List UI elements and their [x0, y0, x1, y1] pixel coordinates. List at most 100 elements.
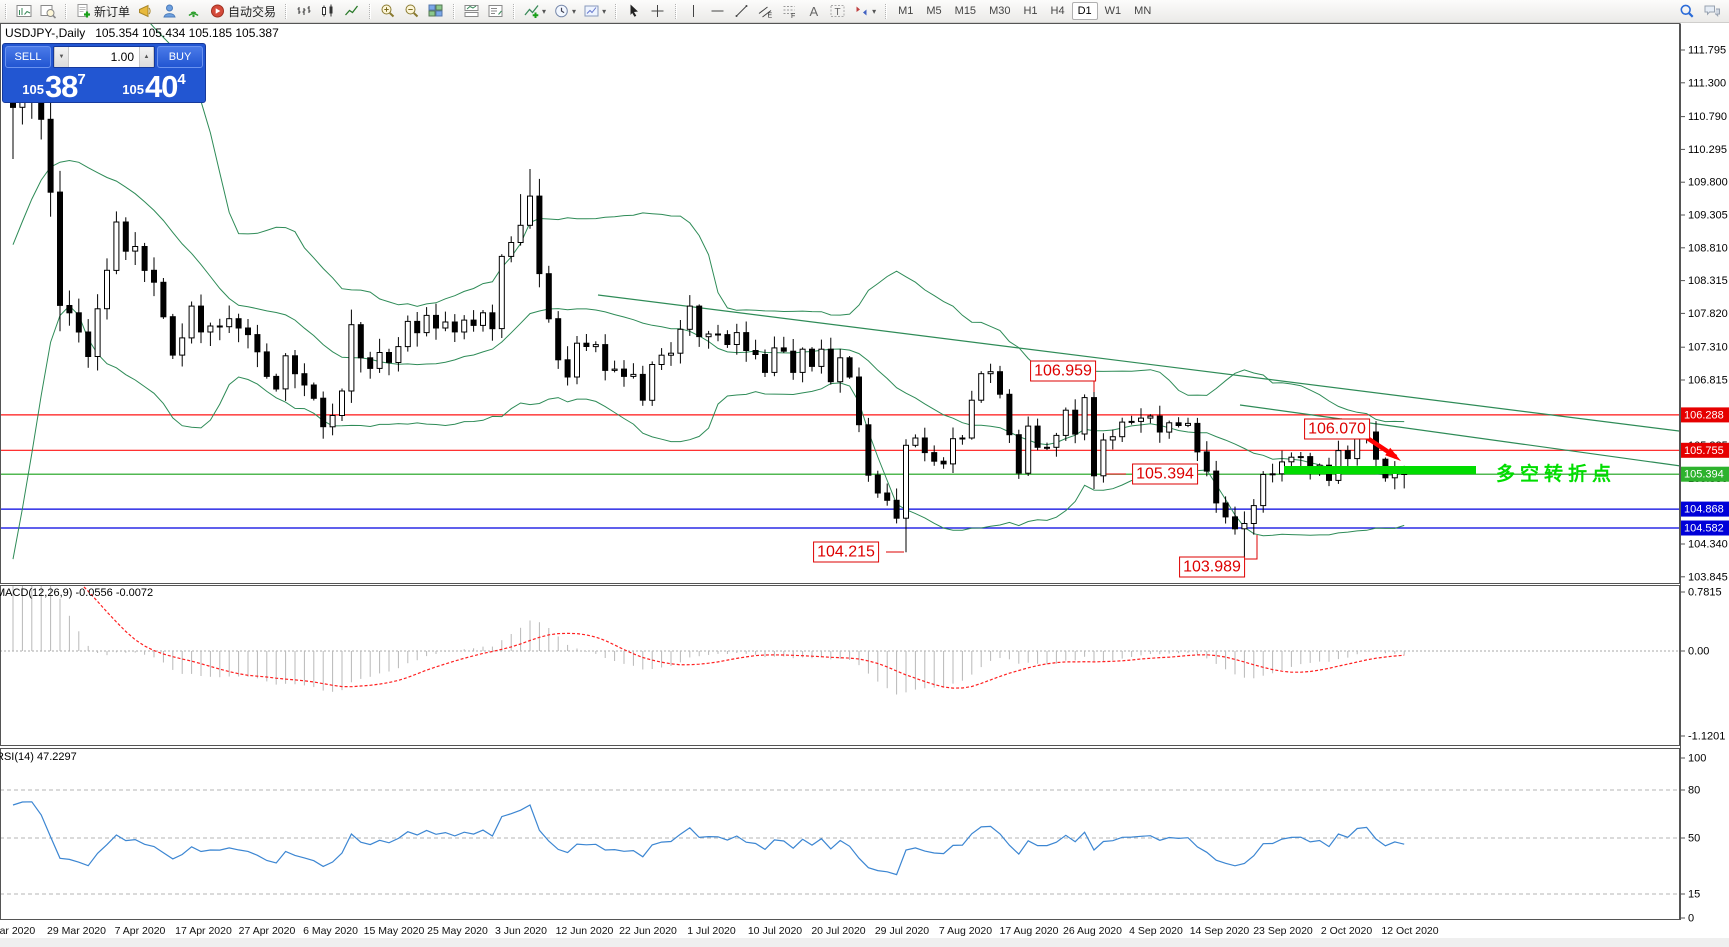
fibo-icon[interactable]: F [778, 1, 801, 21]
timeframe-m30[interactable]: M30 [983, 2, 1016, 20]
arrows-icon[interactable]: ▾ [850, 1, 879, 21]
timeframe-mn[interactable]: MN [1128, 2, 1157, 20]
sell-button[interactable]: SELL [5, 46, 51, 68]
svg-text:27 Apr 2020: 27 Apr 2020 [239, 925, 296, 937]
chart-window-icon[interactable] [12, 1, 35, 21]
expert-icon [163, 4, 176, 18]
indicator-list-icon [488, 5, 503, 17]
period-button[interactable]: ▾ [550, 1, 579, 21]
svg-text:7 Aug 2020: 7 Aug 2020 [939, 925, 992, 937]
timeframe-m1[interactable]: M1 [892, 2, 919, 20]
timeframe-h4[interactable]: H4 [1045, 2, 1071, 20]
sell-price-handle: 105 [22, 82, 44, 97]
rsi-panel-layer[interactable] [0, 789, 1680, 895]
trendline-icon[interactable] [730, 1, 753, 21]
macd-panel-layer[interactable] [0, 560, 1680, 695]
zoom-out-icon[interactable] [400, 1, 423, 21]
bar-chart-icon[interactable] [292, 1, 315, 21]
svg-text:106.815: 106.815 [1688, 375, 1728, 387]
template-button [584, 5, 599, 17]
price-callout: 105.394 [1132, 463, 1198, 485]
buy-button[interactable]: BUY [157, 46, 203, 68]
svg-text:4 Sep 2020: 4 Sep 2020 [1129, 925, 1183, 937]
svg-text:0.00: 0.00 [1688, 646, 1709, 658]
toolbar-group [282, 0, 366, 22]
timeframe-m5[interactable]: M5 [920, 2, 947, 20]
svg-text:107.820: 107.820 [1688, 308, 1728, 320]
signal-icon[interactable] [182, 1, 205, 21]
text-icon: A [810, 4, 819, 19]
time-axis[interactable]: Mar 2020 29 Mar 2020 7 Apr 2020 17 Apr 2020… [0, 925, 1439, 937]
svg-text:Mar 2020: Mar 2020 [0, 925, 35, 937]
new-order-button-label: 新订单 [94, 4, 131, 19]
chart-profile-icon[interactable] [36, 1, 59, 21]
buy-price[interactable]: 105 40 4 [105, 70, 203, 102]
channel-icon[interactable]: E [754, 1, 777, 21]
svg-text:6 May 2020: 6 May 2020 [303, 925, 358, 937]
hline-icon[interactable] [706, 1, 729, 21]
timeframe-group: M1 M5 M15 M30 H1 H4 D1 W1 MN [882, 0, 1160, 22]
text-icon[interactable]: A [802, 1, 825, 21]
svg-text:104.868: 104.868 [1684, 504, 1724, 516]
chat-icon [1704, 5, 1720, 18]
volume-stepper: ▼ ▲ [53, 46, 155, 68]
sell-price-point: 7 [77, 71, 86, 88]
cursor-icon[interactable] [622, 1, 645, 21]
dropdown-arrow-icon: ▾ [572, 6, 577, 16]
svg-text:104.582: 104.582 [1684, 523, 1724, 535]
line-chart-icon[interactable] [340, 1, 363, 21]
add-indicator-button[interactable]: ▾ [520, 1, 549, 21]
svg-text:23 Sep 2020: 23 Sep 2020 [1253, 925, 1313, 937]
tile-windows-icon[interactable] [424, 1, 447, 21]
svg-text:A: A [810, 4, 819, 19]
crosshair-icon [651, 5, 664, 17]
timeframe-m15[interactable]: M15 [949, 2, 982, 20]
expert-icon[interactable] [158, 1, 181, 21]
svg-text:111.795: 111.795 [1688, 45, 1726, 57]
zoom-in-icon[interactable] [376, 1, 399, 21]
main-chart-layer[interactable] [0, 0, 1695, 568]
vline-icon[interactable] [682, 1, 705, 21]
chart-window-icon [16, 5, 32, 17]
svg-text:25 May 2020: 25 May 2020 [427, 925, 488, 937]
volume-input[interactable] [69, 47, 139, 67]
svg-text:50: 50 [1688, 833, 1700, 845]
crosshair-icon[interactable] [646, 1, 669, 21]
price-callout: 103.989 [1179, 556, 1245, 578]
hline-icon [711, 10, 724, 12]
auto-trading-button[interactable]: 自动交易 [206, 1, 279, 21]
price-callout: 104.215 [813, 541, 879, 563]
label-icon[interactable]: T [826, 1, 849, 21]
svg-text:106.288: 106.288 [1684, 409, 1724, 421]
sell-price[interactable]: 105 38 7 [5, 70, 103, 102]
svg-text:20 Jul 2020: 20 Jul 2020 [811, 925, 865, 937]
svg-text:103.845: 103.845 [1688, 571, 1728, 583]
search-icon[interactable] [1675, 1, 1698, 21]
zoom-out-icon [405, 4, 419, 18]
candle-chart-icon[interactable] [316, 1, 339, 21]
timeframe-h1[interactable]: H1 [1017, 2, 1043, 20]
volume-increase-button[interactable]: ▲ [139, 47, 154, 67]
svg-text:105.755: 105.755 [1684, 445, 1724, 457]
new-order-button [77, 4, 90, 18]
indicator-list-icon[interactable] [484, 1, 507, 21]
dropdown-arrow-icon: ▾ [602, 6, 607, 16]
volume-decrease-button[interactable]: ▼ [54, 47, 69, 67]
line-chart-icon [345, 5, 359, 16]
channel-icon: E [758, 6, 773, 19]
price-axis[interactable]: 111.795 111.300 110.790 110.295 109.800 109.3… [1680, 23, 1729, 925]
chart-title: USDJPY-,Daily 105.354 105.434 105.185 105… [5, 26, 279, 40]
timeframe-d1[interactable]: D1 [1071, 2, 1098, 20]
chat-icon[interactable] [1700, 1, 1723, 21]
new-order-button[interactable]: 新订单 [72, 1, 133, 21]
template-button[interactable]: ▾ [580, 1, 609, 21]
svg-text:3 Jun 2020: 3 Jun 2020 [495, 925, 547, 937]
horn-icon[interactable] [134, 1, 157, 21]
indicator-window-icon[interactable] [460, 1, 483, 21]
svg-text:-1.1201: -1.1201 [1688, 731, 1725, 743]
svg-text:10 Jul 2020: 10 Jul 2020 [748, 925, 802, 937]
timeframe-w1[interactable]: W1 [1099, 2, 1128, 20]
toolbar-group [2, 0, 62, 22]
fibo-icon: F [783, 6, 795, 19]
